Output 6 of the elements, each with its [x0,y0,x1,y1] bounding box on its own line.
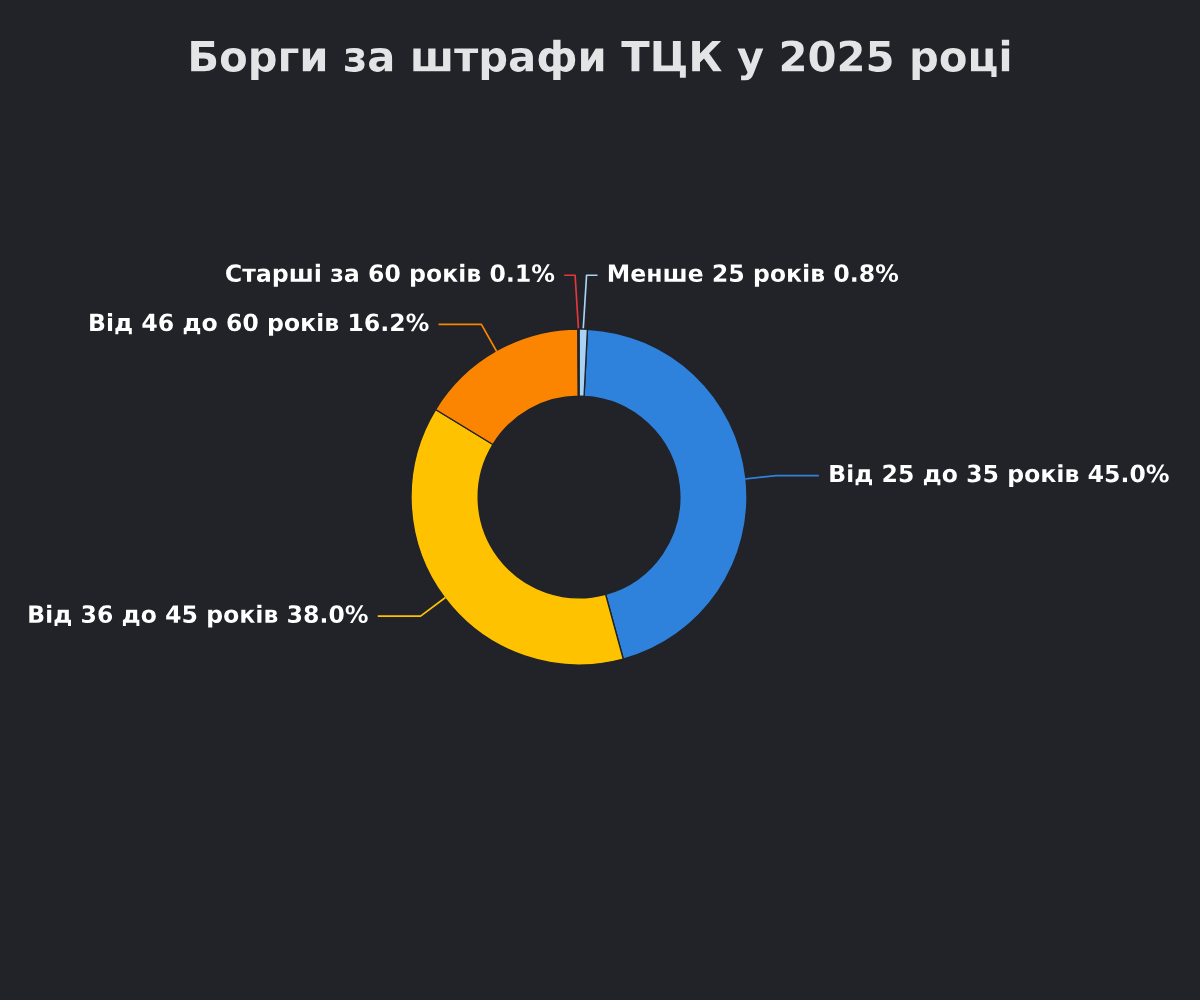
slice-label: Від 25 до 35 років 45.0% [830,464,1169,487]
slice-label: Від 46 до 60 років 16.2% [90,313,429,336]
chart-title: Борги за штрафи ТЦК у 2025 році [191,39,1010,81]
slice-label: Старші за 60 років 0.1% [226,263,555,287]
slice-label: Менше 25 років 0.8% [608,263,899,287]
slice-label: Від 36 до 45 років 38.0% [29,604,368,628]
